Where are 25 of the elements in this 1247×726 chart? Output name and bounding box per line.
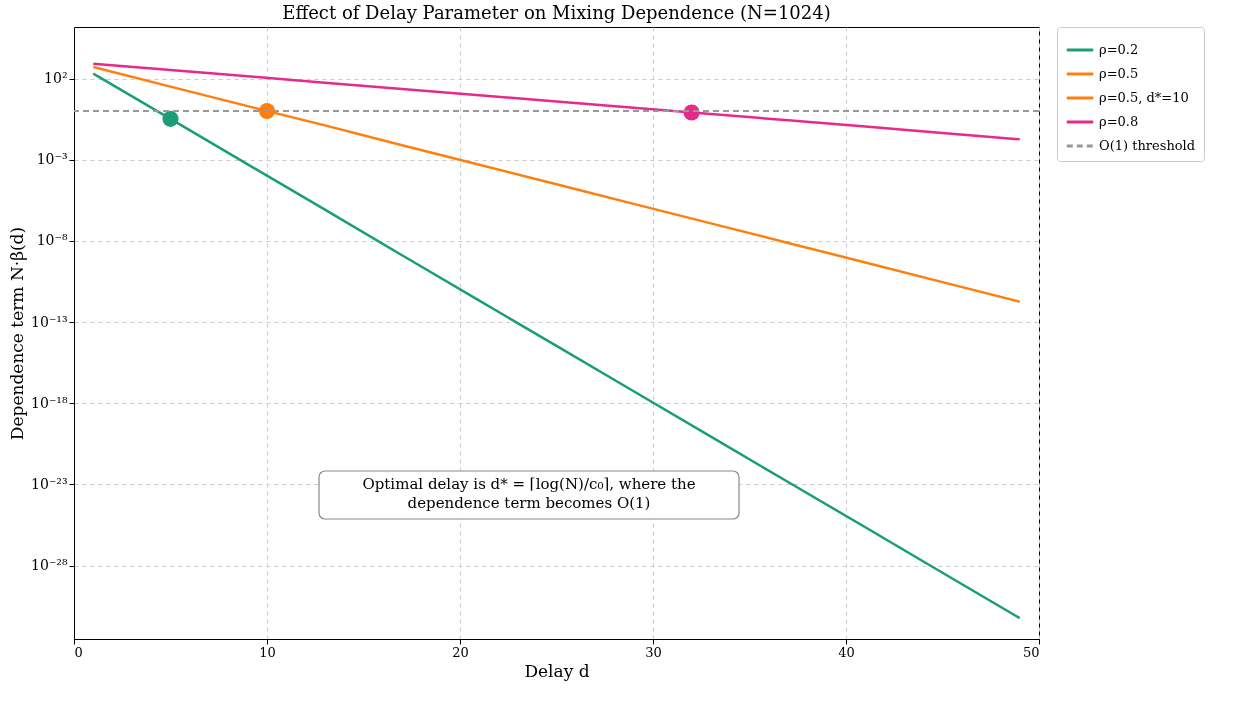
x-tick-label: 20: [452, 644, 469, 660]
legend-label: ρ=0.5: [1099, 66, 1139, 81]
y-axis-title: Dependence term N·β(d): [7, 226, 28, 441]
y-tick-label: 10⁻⁸: [36, 232, 68, 249]
line-series: [92, 65, 1021, 303]
y-tick-label: 10²: [44, 70, 68, 87]
legend-label: O(1) threshold: [1099, 138, 1196, 153]
x-tick-label: 10: [259, 644, 276, 660]
y-tick-label: 10⁻³: [36, 151, 68, 168]
x-tick-label: 30: [645, 644, 662, 660]
legend-label: ρ=0.2: [1099, 42, 1139, 57]
y-tick-label: 10⁻²³: [31, 475, 68, 492]
line-series: [92, 62, 1021, 141]
legend-label: ρ=0.5, d*=10: [1099, 90, 1189, 105]
line-series: [92, 72, 1021, 620]
annotation: Optimal delay is d* = ⌈log(N)/c₀⌉, where the dependence term becomes O(1): [362, 475, 696, 512]
chart-title: Effect of Delay Parameter on Mixing Dependence (N=1024): [282, 1, 831, 23]
y-tick-label: 10⁻²⁸: [31, 557, 68, 574]
y-tick-label: 10⁻¹³: [31, 313, 68, 330]
x-axis-title: Delay d: [524, 660, 590, 681]
x-tick-label: 0: [74, 644, 83, 660]
y-tick-label: 10⁻¹⁸: [31, 394, 68, 411]
legend-label: ρ=0.8: [1099, 114, 1139, 129]
x-tick-label: 50: [1022, 644, 1040, 660]
x-tick-label: 40: [838, 644, 855, 660]
